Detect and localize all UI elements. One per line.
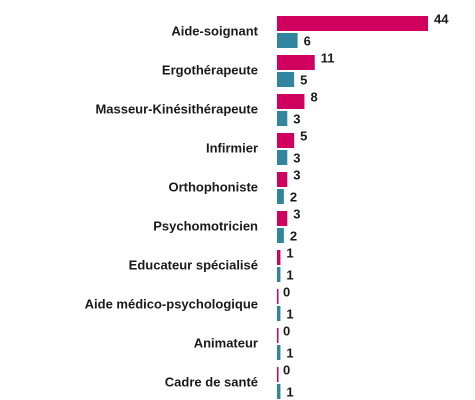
value-label: 6 (304, 33, 311, 48)
bar (277, 94, 305, 109)
value-label: 0 (283, 323, 290, 338)
category-label: Animateur (194, 335, 258, 350)
value-label: 1 (286, 267, 293, 282)
value-label: 3 (293, 111, 300, 126)
category-label: Cadre de santé (165, 374, 258, 389)
bar (277, 111, 288, 126)
value-label: 0 (283, 284, 290, 299)
value-label: 1 (286, 345, 293, 360)
bar (277, 172, 288, 187)
value-label: 1 (286, 384, 293, 399)
bar (277, 55, 315, 70)
category-label: Ergothérapeute (162, 62, 258, 77)
bar (277, 306, 281, 321)
bar (277, 250, 281, 265)
bar (277, 289, 279, 304)
value-label: 1 (286, 306, 293, 321)
value-label: 5 (300, 72, 307, 87)
value-label: 3 (293, 206, 300, 221)
bar (277, 267, 281, 282)
category-label: Aide-soignant (171, 23, 258, 38)
bar (277, 211, 288, 226)
value-label: 1 (286, 245, 293, 260)
value-label: 2 (290, 228, 297, 243)
category-label: Infirmier (206, 140, 258, 155)
bar (277, 345, 281, 360)
category-label: Psychomotricien (153, 218, 258, 233)
bar (277, 228, 284, 243)
category-label: Orthophoniste (168, 179, 258, 194)
category-label: Masseur-Kinésithérapeute (95, 101, 258, 116)
value-label: 3 (293, 150, 300, 165)
value-label: 2 (290, 189, 297, 204)
category-label: Aide médico-psychologique (85, 296, 258, 311)
value-label: 11 (321, 50, 335, 65)
bar (277, 33, 298, 48)
value-label: 3 (293, 167, 300, 182)
bar (277, 16, 428, 31)
value-label: 5 (300, 128, 307, 143)
category-label: Educateur spécialisé (129, 257, 258, 272)
value-label: 0 (283, 362, 290, 377)
bar (277, 384, 281, 399)
bar (277, 328, 279, 343)
bar (277, 189, 284, 204)
bar (277, 133, 295, 148)
bar (277, 150, 288, 165)
value-label: 8 (310, 89, 317, 104)
bar (277, 367, 279, 382)
value-label: 44 (434, 11, 449, 26)
bar (277, 72, 295, 87)
